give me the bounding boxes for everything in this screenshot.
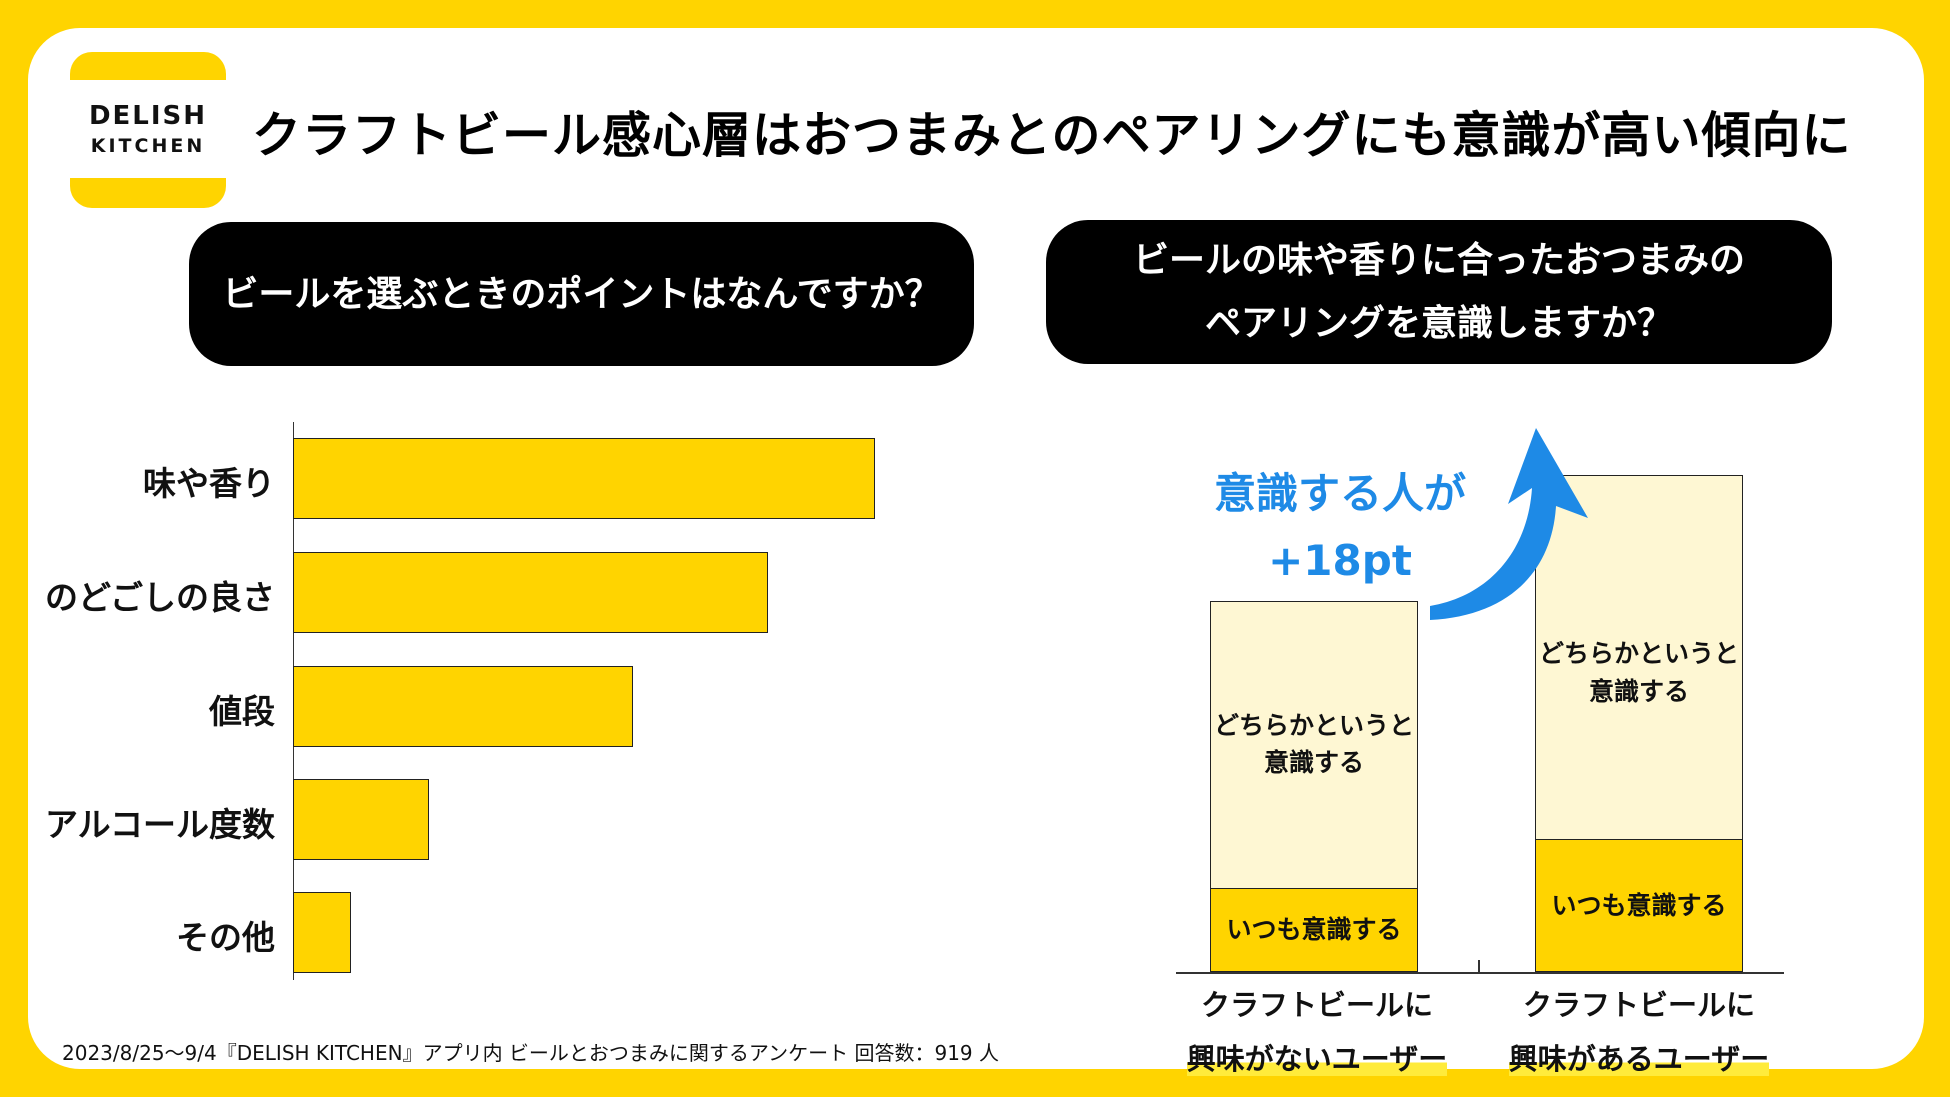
segment-somewhat (1210, 601, 1418, 889)
bar-label: 味や香り (143, 463, 275, 503)
segment-always-label: いつも意識する (1551, 890, 1727, 920)
logo-text-line1: DELISH (88, 101, 208, 131)
right-question-line1: ビールの味や香りに合ったおつまみの (1132, 240, 1745, 281)
bar-label: のどごしの良さ (44, 577, 275, 617)
bar (293, 438, 875, 519)
page-title: クラフトビール感心層はおつまみとのペアリングにも意識が高い傾向に (252, 107, 1852, 164)
increase-annotation: 意識する人が +18pt (1150, 460, 1530, 594)
survey-footnote: 2023/8/25〜9/4『DELISH KITCHEN』アプリ内 ビールとおつ… (62, 1041, 1000, 1065)
annotation-line1: 意識する人が (1213, 469, 1466, 518)
segment-somewhat-label: どちらかというと 意識する (1213, 710, 1414, 778)
bar (293, 892, 352, 973)
delish-kitchen-logo: DELISH KITCHEN (70, 52, 226, 208)
bar-label: その他 (176, 917, 275, 957)
x-category-1-line1: クラフトビールに (1200, 988, 1433, 1022)
annotation-line2: +18pt (1268, 536, 1412, 586)
logo-text-line2: KITCHEN (90, 135, 206, 157)
logo-band (70, 80, 226, 178)
increase-arrow-icon (1430, 428, 1588, 620)
bar (293, 666, 633, 747)
right-question-line2: ペアリングを意識しますか？ (1204, 303, 1673, 344)
x-category-label-1: クラフトビールに 興味がないユーザー (1157, 982, 1477, 1078)
x-category-1-line2: 興味がないユーザー (1186, 1042, 1448, 1076)
bar-label: 値段 (209, 691, 275, 731)
left-question-text: ビールを選ぶときのポイントはなんですか？ (222, 273, 941, 315)
bar (293, 552, 769, 633)
bar (293, 779, 429, 860)
segment-somewhat (1535, 475, 1743, 840)
x-category-label-2: クラフトビールに 興味があるユーザー (1479, 982, 1799, 1078)
segment-always (1535, 839, 1743, 972)
segment-always-label: いつも意識する (1226, 915, 1402, 944)
segment-somewhat-label: どちらかというと 意識する (1538, 639, 1739, 706)
left-question-pill: ビールを選ぶときのポイントはなんですか？ (189, 222, 974, 366)
right-question-pill: ビールの味や香りに合ったおつまみの ペアリングを意識しますか？ (1046, 220, 1832, 364)
x-category-2-line1: クラフトビールに (1522, 988, 1755, 1022)
right-chart-tick (1478, 960, 1480, 974)
bar-label: アルコール度数 (44, 804, 275, 844)
right-chart-baseline (1176, 972, 1784, 974)
x-category-2-line2: 興味があるユーザー (1508, 1042, 1770, 1076)
